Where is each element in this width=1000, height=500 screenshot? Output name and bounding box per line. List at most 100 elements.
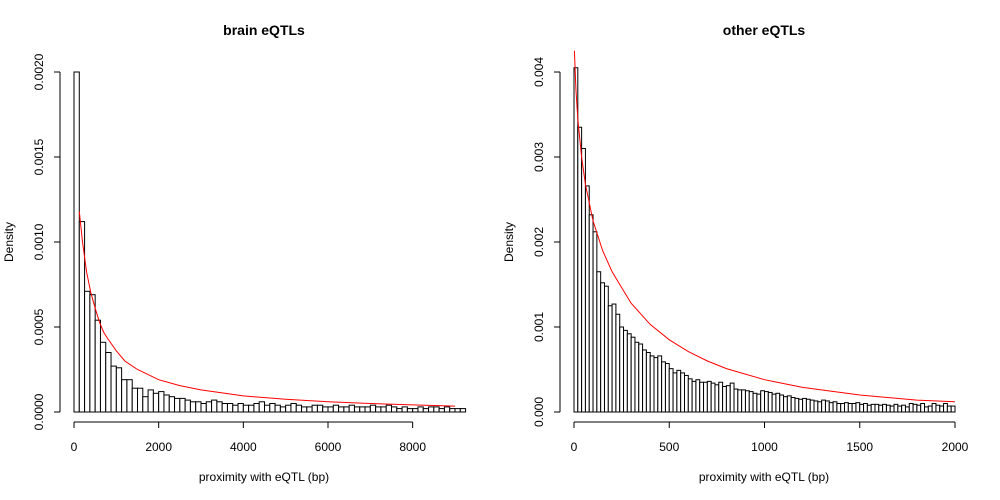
histogram-bar: [760, 390, 766, 413]
histogram-bar: [683, 374, 689, 413]
histogram-bar: [232, 404, 239, 413]
histogram-bar: [322, 406, 329, 413]
histogram-bar: [221, 403, 228, 413]
histogram-bar: [878, 404, 884, 413]
histogram-bar: [264, 404, 271, 413]
histogram-bar: [152, 392, 160, 413]
histogram-bar: [870, 403, 876, 413]
x-tick-label: 0: [571, 440, 578, 454]
y-tick-label: 0.0005: [32, 308, 46, 345]
histogram-bar: [584, 185, 590, 413]
histogram-bar: [353, 406, 361, 413]
histogram-bar: [809, 399, 815, 413]
histogram-bar: [258, 401, 266, 413]
histogram-bar: [121, 379, 128, 413]
histogram-bar: [634, 341, 640, 413]
histogram-bar: [699, 381, 705, 413]
histogram-bar: [189, 401, 197, 413]
histogram-bar: [596, 271, 602, 413]
histogram-bar: [285, 404, 292, 413]
histogram-bar: [295, 404, 303, 413]
histogram-bar: [687, 378, 693, 413]
histogram-bar: [897, 405, 903, 413]
histogram-bar: [885, 404, 891, 413]
histogram-bar: [756, 393, 762, 413]
histogram-bar: [380, 406, 387, 413]
x-tick-label: 0: [71, 440, 78, 454]
histogram-bar: [216, 401, 223, 413]
y-tick-label: 0.000: [532, 397, 546, 427]
histogram-bar: [607, 305, 613, 413]
histogram-bar: [279, 406, 287, 413]
histogram-bar: [703, 381, 708, 413]
histogram-bar: [664, 363, 670, 413]
x-axis: 0 500 1000 1500 2000: [571, 421, 969, 454]
histogram-bar: [179, 397, 186, 413]
histogram-bar: [611, 303, 617, 413]
histogram-bar: [744, 390, 750, 413]
histogram-bar: [94, 319, 101, 413]
y-tick-label: 0.0000: [32, 393, 46, 430]
histogram-bar: [375, 406, 382, 413]
histogram-bar: [115, 367, 123, 413]
x-tick-label: 2000: [145, 440, 172, 454]
panel-brain-eqtls: brain eQTLs proximity with eQTL (bp) Den…: [2, 22, 467, 484]
histogram-bar: [718, 381, 724, 413]
histogram-bar: [874, 403, 880, 413]
histogram-bar: [737, 389, 743, 413]
panel-title: other eQTLs: [723, 22, 806, 38]
histogram-bar: [802, 397, 807, 413]
histogram-bar: [412, 408, 419, 413]
histogram-bar: [695, 379, 701, 413]
fit-line: [573, 50, 956, 403]
histogram-bar: [668, 368, 674, 413]
histogram-bar: [248, 404, 255, 413]
histogram-bar: [733, 388, 739, 413]
x-tick-label: 2000: [942, 440, 969, 454]
histogram-bar: [794, 397, 800, 413]
histogram-bar: [89, 294, 96, 413]
x-tick-label: 1500: [846, 440, 873, 454]
histogram-bar: [588, 214, 594, 413]
histogram-bar: [131, 387, 138, 413]
histogram-bar: [741, 389, 746, 413]
histogram-bar: [401, 406, 408, 413]
histogram-bar: [904, 406, 910, 413]
histogram-bar: [343, 406, 350, 413]
histogram-bar: [691, 380, 697, 413]
histogram-bar: [385, 404, 393, 413]
histogram-bar: [422, 408, 430, 413]
histogram-bar: [924, 406, 929, 413]
histogram-bar: [851, 403, 857, 413]
y-axis-label: Density: [502, 222, 516, 262]
histogram-bar: [828, 402, 834, 413]
histogram-bar: [714, 384, 720, 413]
histogram-bar: [433, 406, 440, 413]
y-tick-label: 0.004: [532, 57, 546, 87]
histogram-bar: [158, 391, 165, 413]
histogram-bar: [836, 403, 842, 413]
histogram-bar: [931, 403, 937, 413]
histogram-bar: [205, 401, 213, 413]
x-tick-label: 8000: [399, 440, 426, 454]
histogram-bar: [406, 408, 414, 413]
histogram-bar: [840, 403, 846, 413]
histogram-bar: [237, 403, 244, 413]
histogram-bar: [653, 357, 659, 413]
histogram-bar: [73, 71, 80, 413]
histogram-bar: [775, 392, 781, 413]
x-axis-label: proximity with eQTL (bp): [699, 470, 829, 484]
histogram-bar: [649, 355, 655, 413]
histogram-bar: [581, 148, 586, 413]
fit-curve: [78, 211, 456, 407]
histogram-bar: [950, 405, 956, 413]
y-tick-label: 0.002: [532, 227, 546, 257]
histogram-bar: [301, 406, 308, 413]
histogram-bar: [790, 397, 796, 413]
histogram-bar: [882, 403, 887, 413]
histogram-bar: [163, 394, 170, 413]
histogram-bar: [449, 408, 456, 413]
histogram-bar: [592, 231, 598, 413]
histogram-bar: [725, 385, 731, 413]
histogram-bar: [359, 406, 366, 413]
